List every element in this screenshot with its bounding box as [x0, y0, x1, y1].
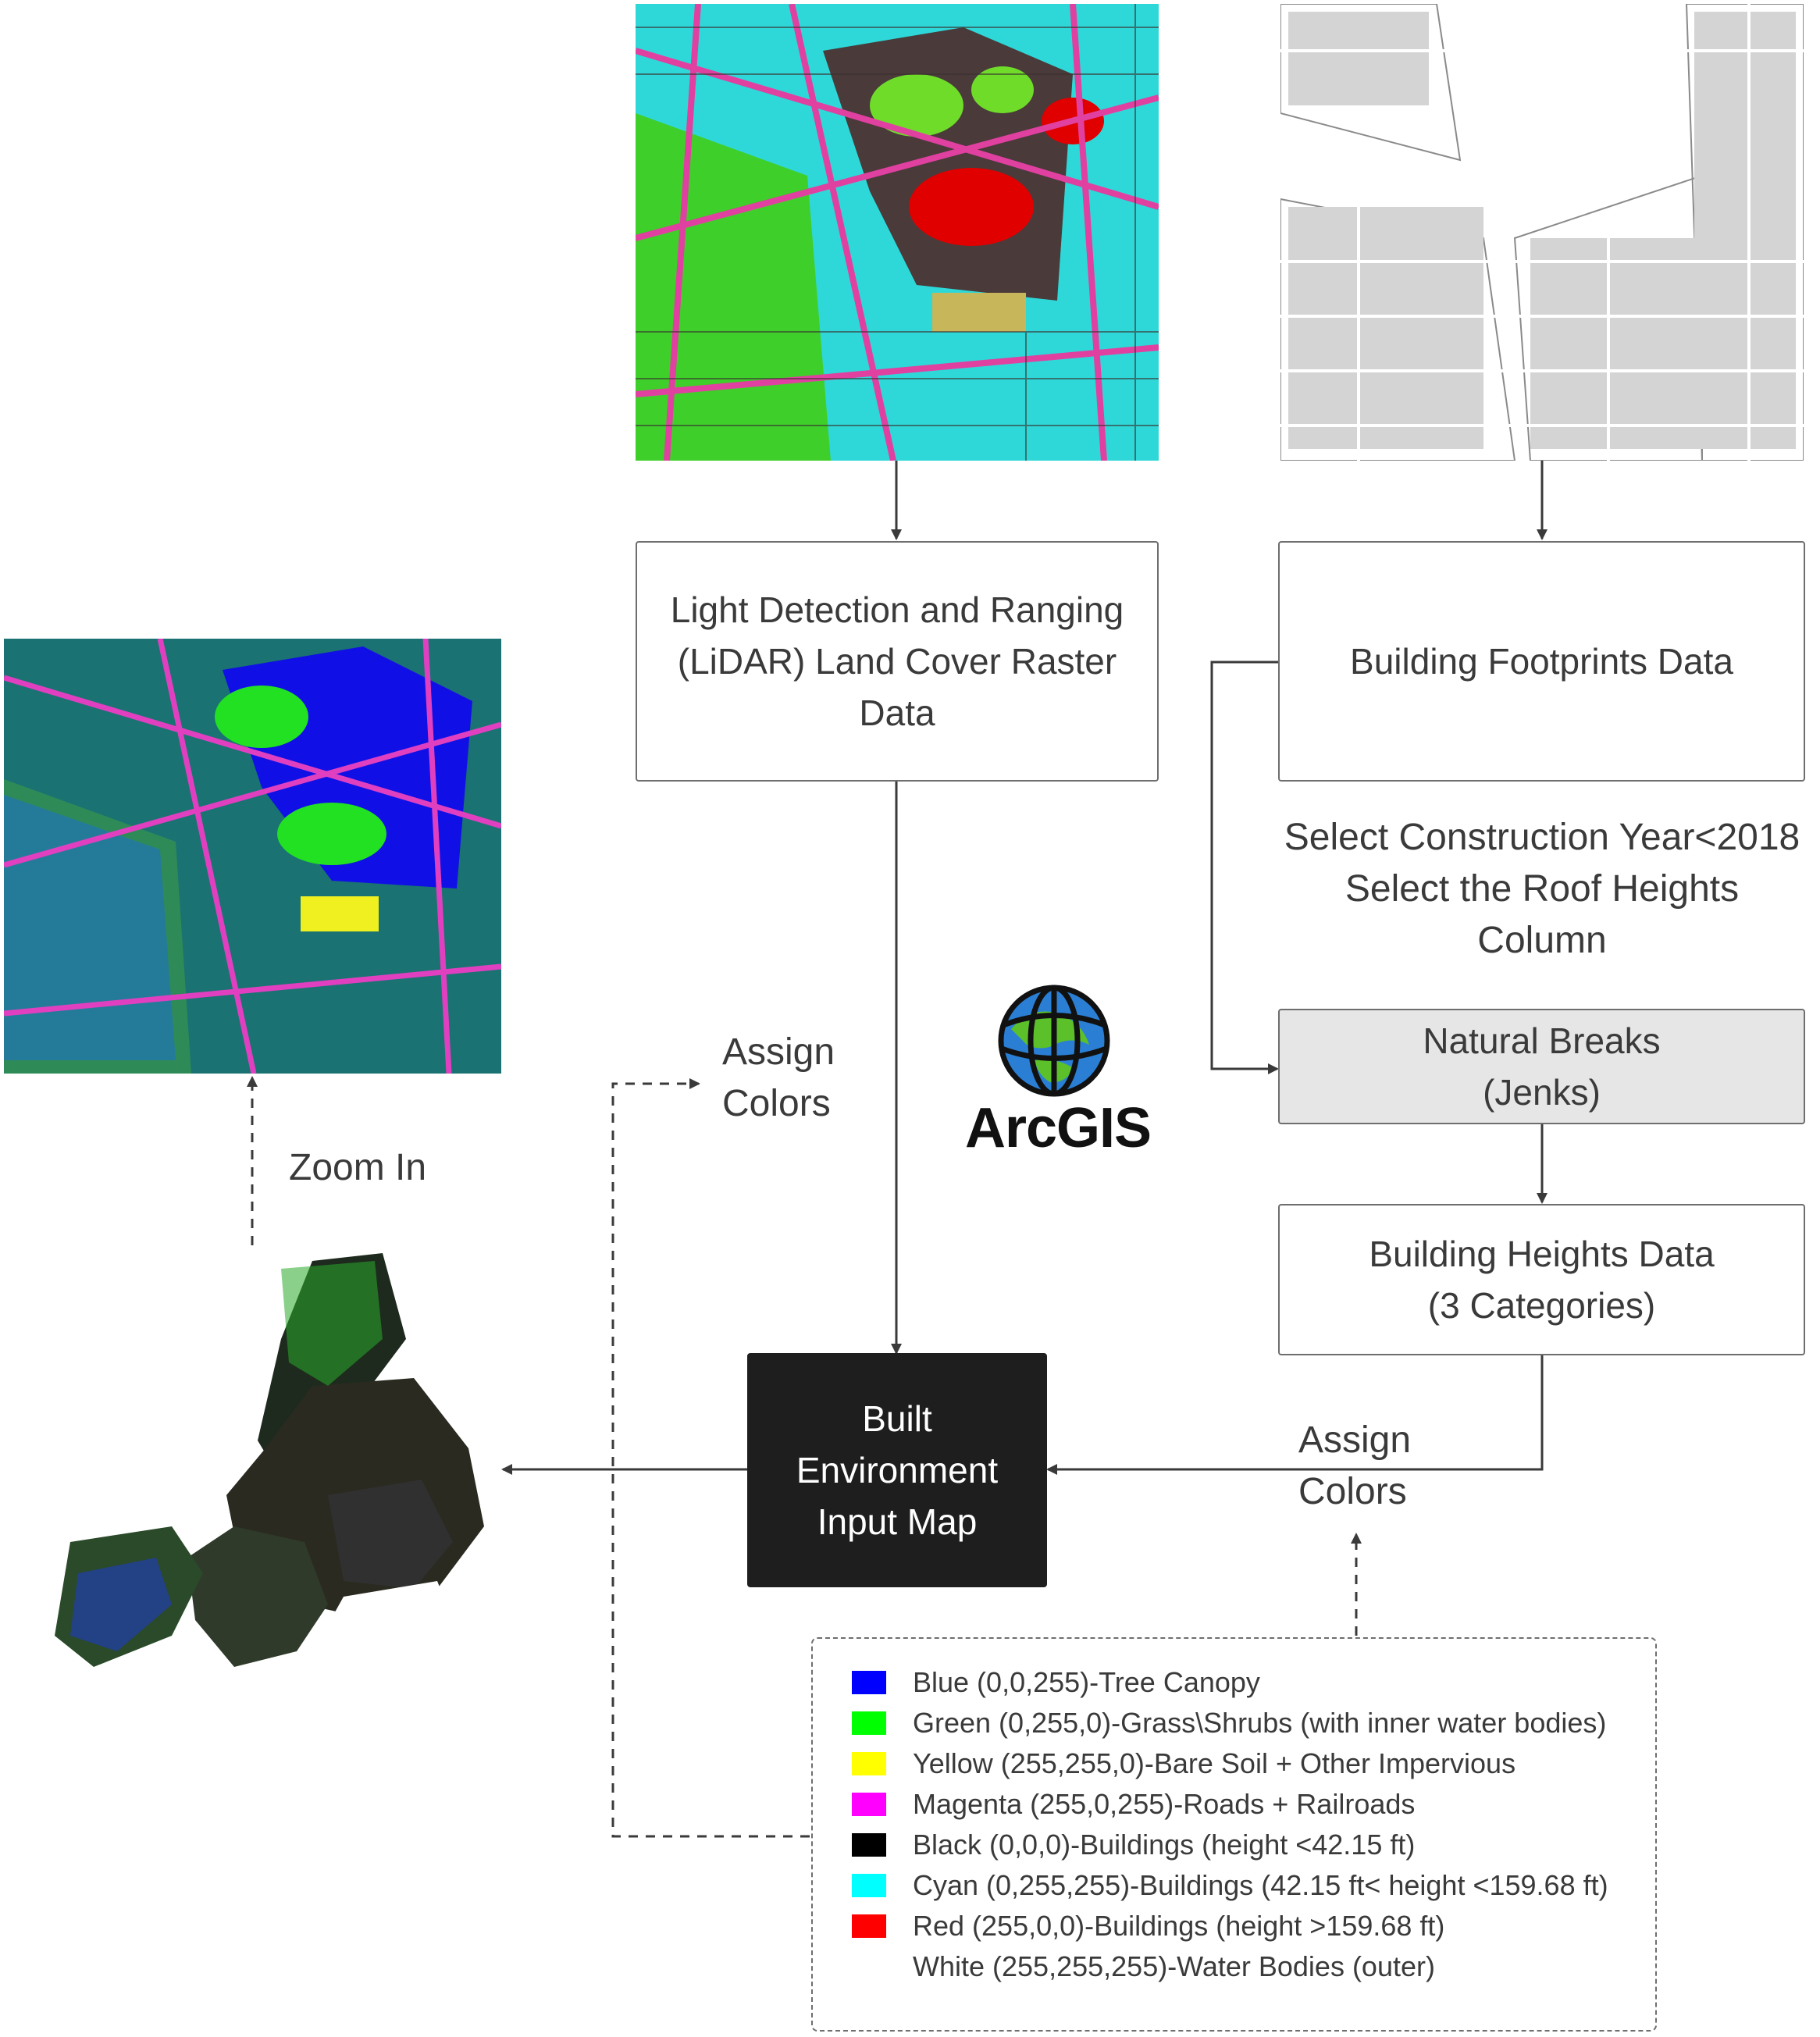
building-heights-label: Building Heights Data: [1369, 1234, 1715, 1274]
legend-swatch-green: [852, 1711, 886, 1735]
environment-label: Environment: [796, 1450, 999, 1490]
natural-breaks-label: Natural Breaks: [1423, 1020, 1661, 1061]
column-text: Column: [1477, 920, 1607, 961]
legend-label: White (255,255,255)-Water Bodies (outer): [913, 1950, 1435, 1982]
legend-item: Yellow (255,255,0)-Bare Soil + Other Imp…: [852, 1743, 1515, 1784]
legend-label: Red (255,0,0)-Buildings (height >159.68 …: [913, 1910, 1445, 1942]
legend-swatch-white: [852, 1955, 886, 1978]
legend-item: Black (0,0,0)-Buildings (height <42.15 f…: [852, 1825, 1415, 1865]
built-environment-box: Built Environment Input Map: [747, 1353, 1047, 1587]
legend-item: Cyan (0,255,255)-Buildings (42.15 ft< he…: [852, 1865, 1608, 1906]
legend-item: Green (0,255,0)-Grass\Shrubs (with inner…: [852, 1703, 1606, 1743]
arcgis-logo: [995, 982, 1113, 1099]
arrow-footprint-to-jenks: [1210, 661, 1279, 1074]
legend-swatch-yellow: [852, 1752, 886, 1775]
legend-swatch-blue: [852, 1671, 886, 1694]
select-year-text: Select Construction Year<2018: [1284, 817, 1800, 858]
zoomed-built-environment-map: [4, 639, 501, 1074]
legend-label: Black (0,0,0)-Buildings (height <42.15 f…: [913, 1829, 1416, 1861]
zoom-in-label: Zoom In: [289, 1147, 427, 1188]
legend-label: Cyan (0,255,255)-Buildings (42.15 ft< he…: [913, 1869, 1608, 1901]
assign-left-text: Assign: [722, 1031, 835, 1073]
legend-item: Magenta (255,0,255)-Roads + Railroads: [852, 1784, 1415, 1825]
categories-label: (3 Categories): [1427, 1285, 1656, 1326]
arcgis-wordmark: ArcGIS: [964, 1097, 1152, 1159]
assign-colors-right: Assign Colors: [1298, 1415, 1411, 1518]
arrow-heights-to-built: [1046, 1355, 1544, 1475]
natural-breaks-box: Natural Breaks (Jenks): [1278, 1009, 1805, 1124]
legend-swatch-red: [852, 1914, 886, 1938]
colors-left-text: Colors: [722, 1083, 831, 1124]
select-construction-note: Select Construction Year<2018 Select the…: [1280, 812, 1804, 967]
legend-label: Yellow (255,255,0)-Bare Soil + Other Imp…: [913, 1747, 1516, 1779]
legend-swatch-cyan: [852, 1874, 886, 1897]
legend-item: Blue (0,0,255)-Tree Canopy: [852, 1662, 1260, 1703]
legend-swatch-magenta: [852, 1793, 886, 1816]
building-footprints-image: [1280, 4, 1804, 461]
globe-icon: [998, 985, 1110, 1097]
building-footprints-label: Building Footprints Data: [1350, 641, 1733, 682]
legend-label: Blue (0,0,255)-Tree Canopy: [913, 1666, 1260, 1698]
jenks-label: (Jenks): [1483, 1072, 1601, 1113]
nyc-built-environment-map: [47, 1245, 484, 1683]
building-heights-box: Building Heights Data (3 Categories): [1278, 1204, 1805, 1355]
assign-colors-left: Assign Colors: [722, 1027, 835, 1130]
lidar-data-label: Light Detection and Ranging (LiDAR) Land…: [670, 589, 1124, 733]
built-label: Built: [862, 1398, 932, 1439]
assign-right-text: Assign: [1298, 1419, 1412, 1461]
legend-label: Green (0,255,0)-Grass\Shrubs (with inner…: [913, 1707, 1607, 1739]
legend-item: Red (255,0,0)-Buildings (height >159.68 …: [852, 1906, 1444, 1946]
select-roof-text: Select the Roof Heights: [1345, 868, 1740, 910]
lidar-land-cover-image: [636, 4, 1159, 461]
legend-item: White (255,255,255)-Water Bodies (outer): [852, 1946, 1435, 1987]
input-map-label: Input Map: [817, 1501, 978, 1542]
lidar-data-box: Light Detection and Ranging (LiDAR) Land…: [636, 541, 1159, 782]
legend-label: Magenta (255,0,255)-Roads + Railroads: [913, 1788, 1416, 1820]
legend-swatch-black: [852, 1833, 886, 1857]
building-footprints-box: Building Footprints Data: [1278, 541, 1805, 782]
color-legend: Blue (0,0,255)-Tree Canopy Green (0,255,…: [811, 1637, 1657, 2032]
colors-right-text: Colors: [1298, 1471, 1407, 1512]
